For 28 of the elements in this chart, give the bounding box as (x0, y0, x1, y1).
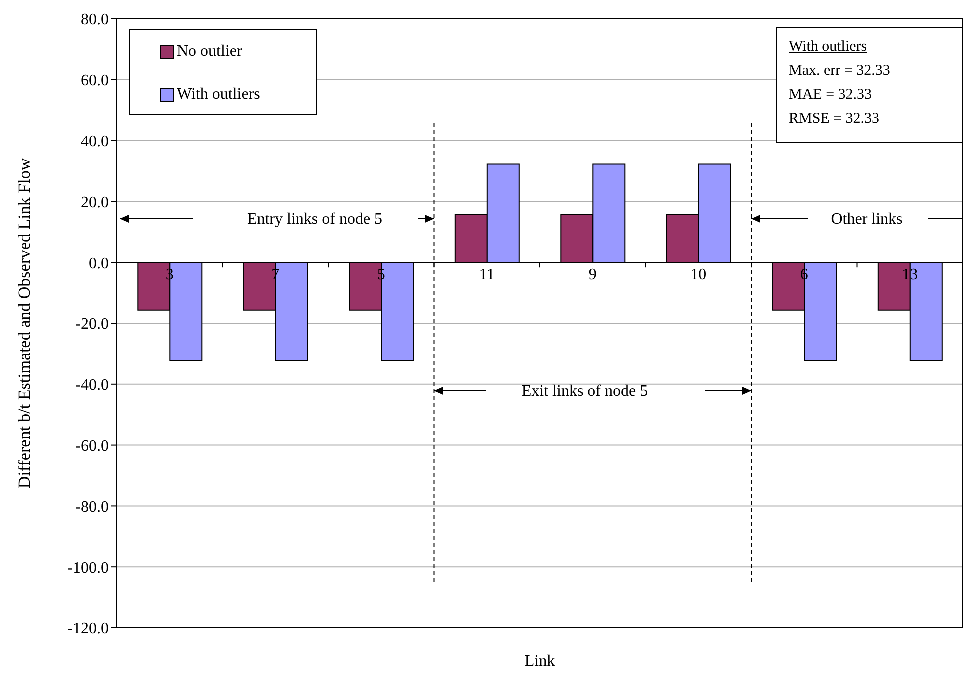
x-tick-label: 5 (377, 266, 386, 284)
x-tick-label: 10 (690, 266, 707, 284)
annotation: Max. err = 32.33 (789, 63, 890, 79)
y-tick-label: -20.0 (76, 316, 109, 334)
y-tick-label: -80.0 (76, 498, 109, 516)
y-tick-label: 60.0 (81, 72, 109, 90)
annotation: Entry links of node 5 (247, 211, 383, 228)
annotation: With outliers (789, 39, 868, 55)
legend-label: With outliers (177, 86, 260, 104)
y-tick-label: -60.0 (76, 438, 109, 455)
x-tick-label: 6 (800, 266, 808, 284)
annotation: Other links (831, 211, 903, 228)
x-tick-label: 11 (479, 266, 495, 284)
y-tick-label: 40.0 (81, 133, 109, 150)
y-tick-label: -120.0 (68, 620, 109, 638)
legend-label: No outlier (177, 43, 242, 61)
annotation: MAE = 32.33 (789, 87, 872, 103)
y-tick-label: 80.0 (81, 12, 109, 29)
y-axis-title: Different b/t Estimated and Observed Link Flow (15, 158, 34, 489)
y-tick-label: -40.0 (76, 377, 109, 394)
x-tick-label: 9 (588, 266, 597, 284)
y-tick-label: 0.0 (89, 255, 109, 272)
annotation: RMSE = 32.33 (789, 111, 880, 127)
x-axis-title: Link (524, 653, 556, 670)
x-tick-label: 13 (902, 266, 918, 284)
annotation: Exit links of node 5 (522, 383, 648, 400)
y-tick-label: -100.0 (68, 560, 109, 577)
y-tick-label: 20.0 (81, 194, 109, 212)
